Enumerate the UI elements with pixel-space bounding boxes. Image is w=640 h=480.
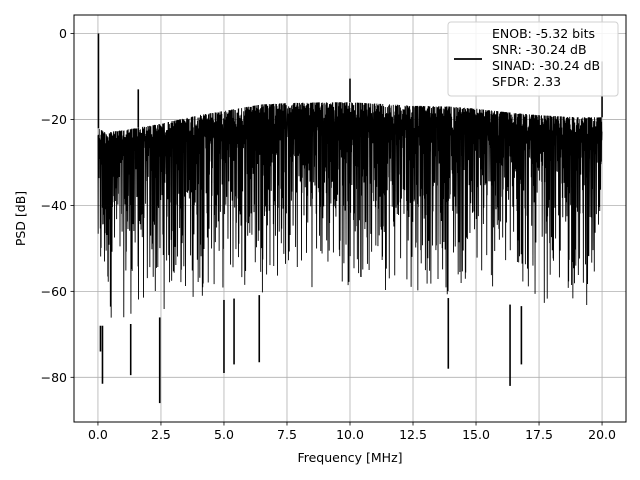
y-tick-label: −20 [41,112,67,127]
y-tick-label: −40 [41,198,67,213]
psd-trace [97,102,603,318]
legend-entry: ENOB: -5.32 bits [492,26,595,41]
x-axis-label: Frequency [MHz] [297,450,402,465]
x-tick-label: 12.5 [399,427,427,442]
x-axis-ticks: 0.0 2.5 5.0 7.5 10.0 12.5 15.0 17.5 20.0 [88,422,616,442]
legend-entry: SNR: -30.24 dB [492,42,587,57]
x-tick-label: 2.5 [151,427,171,442]
legend-entry: SFDR: 2.33 [492,74,561,89]
x-tick-label: 7.5 [277,427,297,442]
y-tick-label: −60 [41,284,67,299]
legend-box [447,21,619,97]
legend-entry: SINAD: -30.24 dB [492,58,600,73]
y-axis-label: PSD [dB] [13,191,28,246]
x-tick-label: 5.0 [214,427,234,442]
x-tick-label: 15.0 [462,427,490,442]
y-tick-label: −80 [41,370,67,385]
x-tick-label: 0.0 [88,427,108,442]
y-axis-ticks: 0 −20 −40 −60 −80 [41,26,74,385]
x-tick-label: 20.0 [588,427,616,442]
x-tick-label: 10.0 [336,427,364,442]
x-tick-label: 17.5 [525,427,553,442]
y-tick-label: 0 [59,26,67,41]
